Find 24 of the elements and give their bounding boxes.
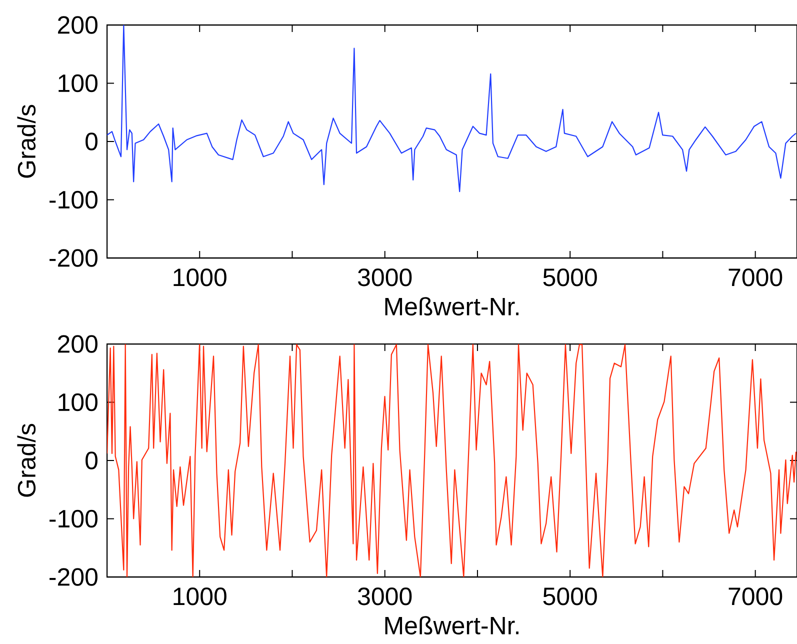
x-axis-title: Meßwert-Nr. [385, 616, 518, 634]
line-series [107, 24, 797, 192]
y-tick-label: 200 [58, 16, 98, 34]
y-tick-label: 100 [58, 393, 98, 412]
y-tick-label: 100 [58, 74, 98, 92]
x-tick-label: 3000 [358, 268, 412, 286]
x-tick-label: 1000 [174, 268, 226, 286]
y-axis-title: Grad/s [17, 424, 36, 497]
line-series [107, 344, 797, 577]
x-tick-label: 5000 [543, 268, 597, 286]
y-tick-label: 0 [86, 452, 98, 470]
x-axis-title: Meßwert-Nr. [385, 297, 518, 316]
y-tick-label: 0 [86, 132, 98, 150]
y-tick-label: -200 [50, 249, 98, 267]
x-tick-label: 5000 [543, 588, 597, 606]
y-tick-label: -100 [50, 510, 98, 528]
y-tick-label: 200 [58, 335, 98, 353]
x-tick-label: 3000 [358, 588, 412, 606]
x-tick-label: 7000 [728, 588, 782, 606]
x-tick-label: 1000 [174, 588, 226, 606]
y-tick-label: -200 [50, 568, 98, 586]
x-tick-label: 7000 [728, 268, 782, 286]
y-axis-title: Grad/s [17, 104, 36, 178]
y-tick-label: -100 [50, 190, 98, 209]
